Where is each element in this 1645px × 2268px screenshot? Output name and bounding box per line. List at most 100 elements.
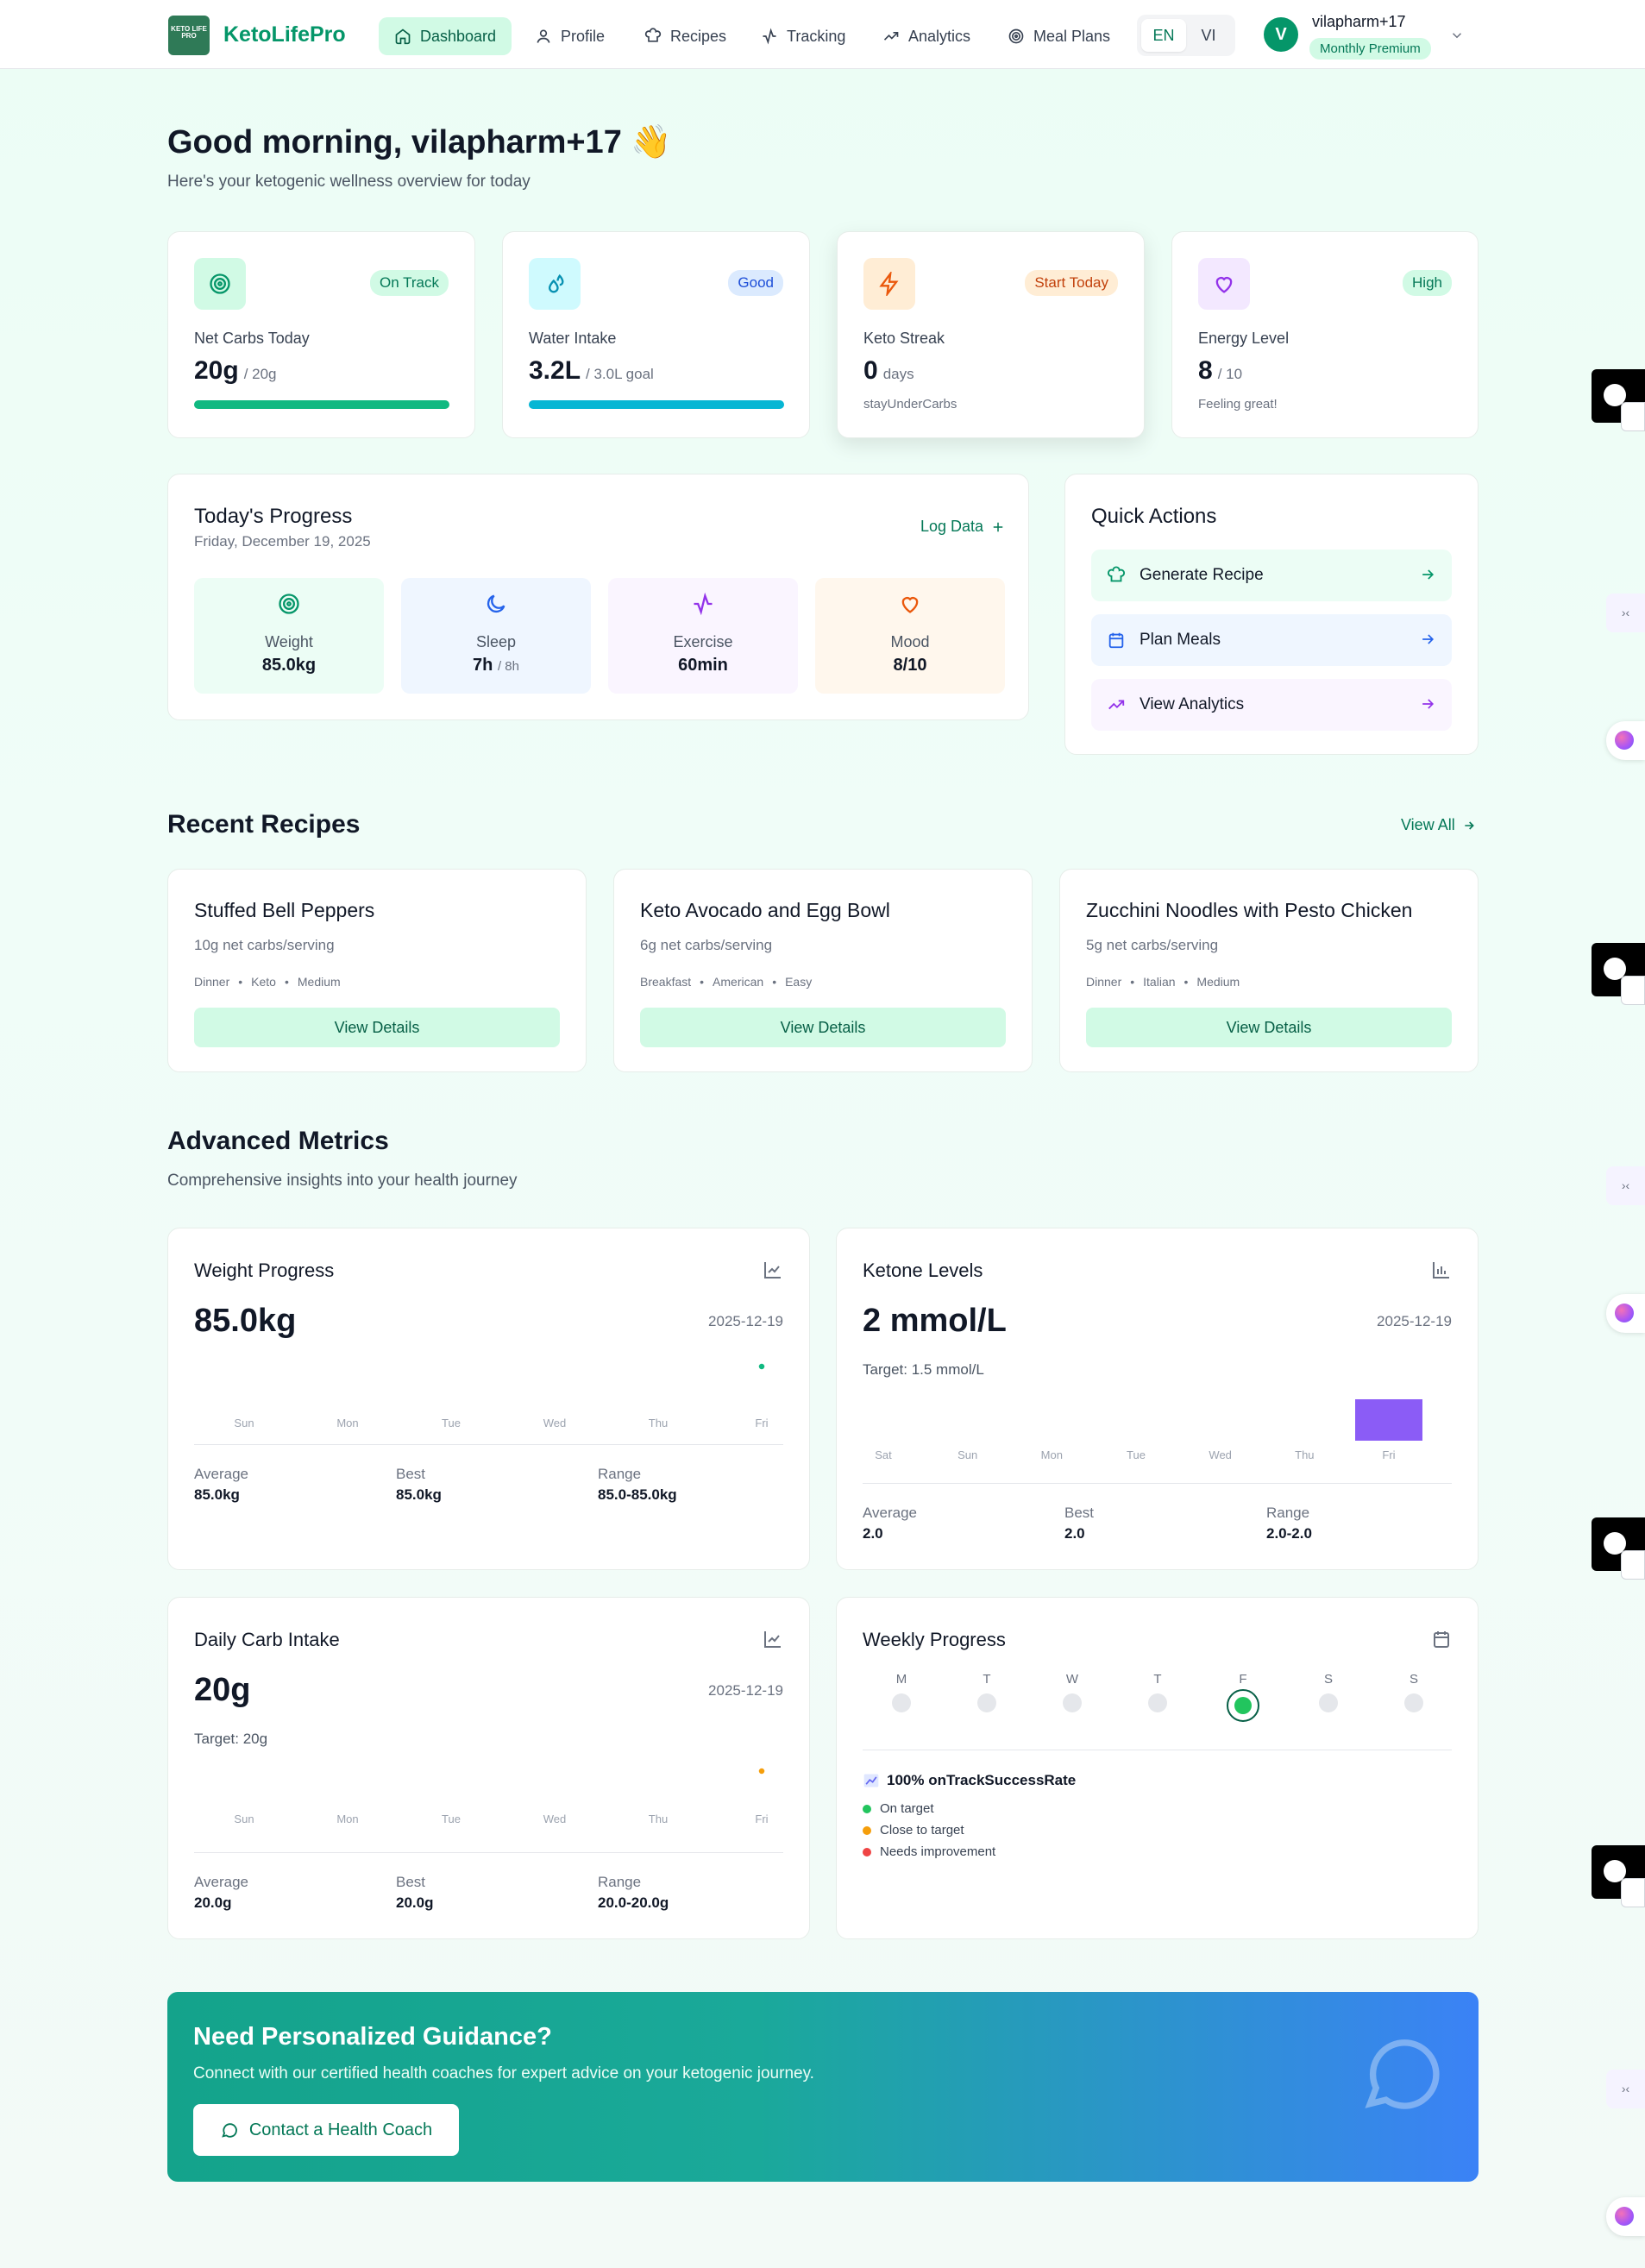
recipe-title[interactable]: Zucchini Noodles with Pesto Chicken (1086, 899, 1413, 921)
line-chart-icon[interactable] (763, 1629, 783, 1649)
contact-coach-button[interactable]: Contact a Health Coach (193, 2104, 459, 2156)
metric-target: Target: 1.5 mmol/L (863, 1361, 984, 1378)
stat-key: Best (1064, 1505, 1095, 1521)
nav-dashboard-label: Dashboard (420, 27, 497, 45)
brain-icon[interactable] (1606, 721, 1645, 760)
logo-mark[interactable]: KETO LIFE PRO (168, 16, 210, 55)
target-icon (210, 273, 230, 294)
progress-bar (529, 400, 784, 409)
quick-actions-card: Quick Actions Generate Recipe Plan Meals… (1064, 474, 1479, 755)
nav-profile-label: Profile (561, 27, 606, 45)
moon-icon (487, 594, 505, 613)
view-all-link[interactable]: View All (1401, 816, 1476, 834)
x-tick-label: Tue (442, 1417, 461, 1429)
widget-tab (1621, 976, 1645, 1005)
nav-profile[interactable]: Profile (519, 17, 620, 55)
tile-sleep[interactable]: Sleep 7h / 8h (401, 578, 591, 694)
stat-card-net-carbs: On Track Net Carbs Today 20g/ 20g (167, 231, 475, 438)
floating-extension-icon[interactable]: ›‹ (1606, 2070, 1645, 2108)
nav-dashboard[interactable]: Dashboard (379, 17, 512, 55)
floating-extension-icon[interactable]: ›‹ (1606, 1166, 1645, 1205)
weekday-dot[interactable] (1148, 1693, 1167, 1712)
weekday-dot[interactable] (1319, 1693, 1338, 1712)
log-data-button[interactable]: Log Data (920, 518, 1006, 536)
view-details-button[interactable]: View Details (194, 1008, 560, 1047)
view-details-button[interactable]: View Details (1086, 1008, 1452, 1047)
recipe-card[interactable]: Keto Avocado and Egg Bowl 6g net carbs/s… (613, 869, 1033, 1072)
stat-key: Best (396, 1874, 426, 1890)
progress-date: Friday, December 19, 2025 (194, 533, 371, 550)
calendar-icon[interactable] (1431, 1629, 1452, 1649)
brain-icon[interactable] (1606, 1294, 1645, 1333)
x-tick-label: Tue (442, 1813, 461, 1825)
recipe-tag: American (713, 975, 764, 989)
line-chart-icon[interactable] (763, 1260, 783, 1280)
stat-label: Keto Streak (863, 330, 945, 347)
brand-name[interactable]: KetoLifePro (223, 22, 346, 47)
arrow-right-icon (1422, 699, 1435, 709)
x-tick-label: Sun (957, 1448, 977, 1461)
metric-title: Daily Carb Intake (194, 1629, 340, 1650)
recipe-carbs: 6g net carbs/serving (640, 937, 773, 953)
tile-number: 8/10 (893, 656, 927, 675)
recipe-tags: Breakfast • American • Easy (640, 975, 812, 989)
metric-title: Ketone Levels (863, 1260, 983, 1281)
activity-icon (694, 592, 713, 616)
nav-recipes[interactable]: Recipes (629, 17, 742, 55)
stat-card-water: Good Water Intake 3.2L / 3.0L goal (502, 231, 810, 438)
weekday-label: T (983, 1672, 991, 1687)
tile-exercise[interactable]: Exercise 60min (608, 578, 798, 694)
stat-key: Average (194, 1466, 249, 1482)
brain-icon[interactable] (1606, 2197, 1645, 2236)
stat-key: Range (598, 1874, 642, 1890)
nav-tracking[interactable]: Tracking (745, 17, 861, 55)
recipe-title[interactable]: Stuffed Bell Peppers (194, 899, 375, 921)
floating-widget[interactable] (1592, 369, 1645, 431)
recipe-card[interactable]: Stuffed Bell Peppers 10g net carbs/servi… (167, 869, 587, 1072)
view-analytics-button[interactable]: View Analytics (1091, 679, 1452, 731)
metric-best: Best 20.0g (396, 1874, 433, 1912)
lang-vi-button[interactable]: VI (1201, 27, 1216, 44)
x-tick-label: Sun (234, 1813, 254, 1825)
generate-recipe-button[interactable]: Generate Recipe (1091, 550, 1452, 601)
advanced-metrics-subtitle: Comprehensive insights into your health … (167, 1172, 518, 1190)
view-details-button[interactable]: View Details (640, 1008, 1006, 1047)
chevron-down-icon[interactable] (1449, 28, 1465, 43)
stat-value: 3.2L / 3.0L goal (529, 356, 654, 386)
weekday-dot-today[interactable] (1227, 1689, 1259, 1722)
stat-number: 20g (194, 356, 239, 385)
recent-recipes-title: Recent Recipes (167, 810, 361, 839)
tile-number: 7h (473, 656, 493, 675)
section-title: Today's Progress (194, 505, 353, 528)
tile-weight[interactable]: Weight 85.0kg (194, 578, 384, 694)
weekday-dot[interactable] (892, 1693, 911, 1712)
metric-value: 2 mmol/L (863, 1303, 1007, 1339)
floating-widget[interactable] (1592, 1517, 1645, 1580)
user-name[interactable]: vilapharm+17 (1312, 13, 1406, 30)
stat-unit: / 3.0L goal (586, 366, 654, 382)
lang-en-button[interactable]: EN (1141, 19, 1186, 52)
nav-analytics[interactable]: Analytics (867, 17, 986, 55)
weekday-dot[interactable] (977, 1693, 996, 1712)
metric-average: Average 20.0g (194, 1874, 248, 1912)
weekday-dot[interactable] (1404, 1693, 1423, 1712)
weekday-dot[interactable] (1063, 1693, 1082, 1712)
avatar[interactable]: V (1264, 17, 1298, 52)
metric-average: Average 2.0 (863, 1505, 917, 1542)
progress-fill (194, 400, 449, 409)
stat-label: Net Carbs Today (194, 330, 310, 347)
x-tick-label: Mon (336, 1813, 358, 1825)
user-icon (537, 29, 550, 43)
bar-chart-icon[interactable] (1431, 1260, 1452, 1280)
floating-widget[interactable] (1592, 1845, 1645, 1907)
recipe-title[interactable]: Keto Avocado and Egg Bowl (640, 899, 890, 921)
tile-mood[interactable]: Mood 8/10 (815, 578, 1005, 694)
recipe-tag: Breakfast (640, 975, 692, 989)
nav-meal-plans[interactable]: Meal Plans (992, 17, 1126, 55)
floating-widget[interactable] (1592, 943, 1645, 1005)
recipe-card[interactable]: Zucchini Noodles with Pesto Chicken 5g n… (1059, 869, 1479, 1072)
plan-meals-button[interactable]: Plan Meals (1091, 614, 1452, 666)
trending-up-icon (883, 32, 899, 41)
floating-extension-icon[interactable]: ›‹ (1606, 594, 1645, 632)
quick-action-label: Plan Meals (1140, 631, 1221, 649)
